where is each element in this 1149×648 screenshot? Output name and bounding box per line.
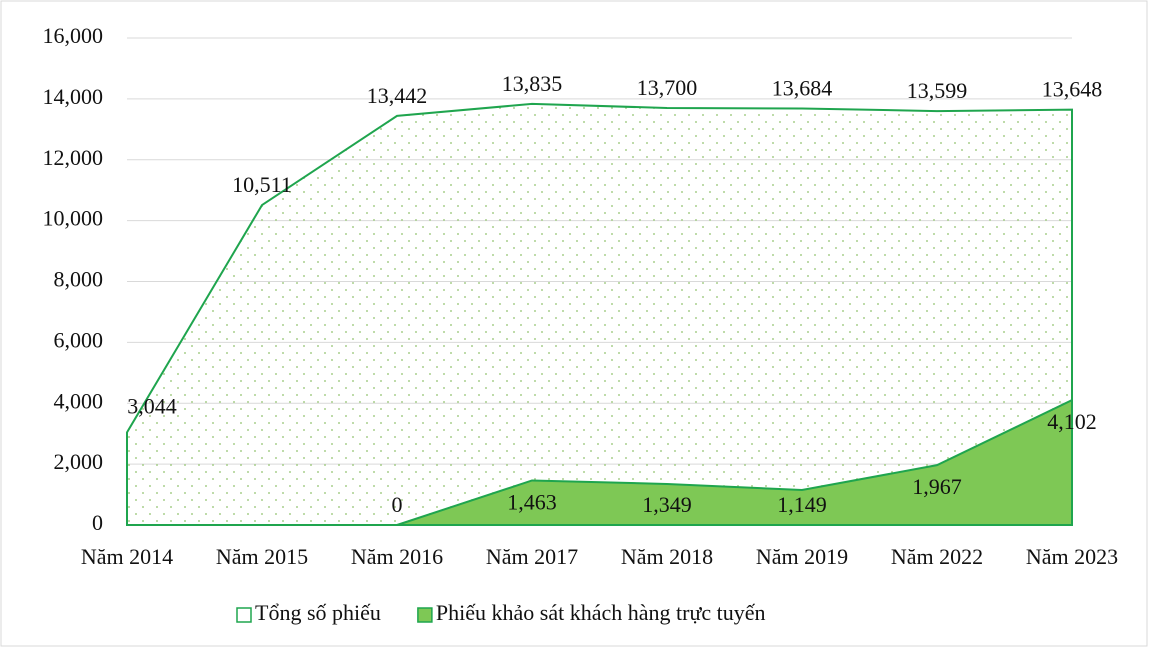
area bbox=[396, 398, 1073, 526]
legend-marker bbox=[417, 607, 433, 623]
data-label: 13,442 bbox=[367, 83, 428, 108]
data-label: 13,648 bbox=[1042, 77, 1103, 102]
y-tick-label: 10,000 bbox=[43, 206, 104, 231]
x-tick-label: Năm 2022 bbox=[891, 544, 983, 569]
x-tick-label: Năm 2018 bbox=[621, 544, 713, 569]
y-tick-label: 0 bbox=[92, 510, 103, 535]
x-tick-label: Năm 2019 bbox=[756, 544, 848, 569]
data-label: 13,700 bbox=[637, 75, 698, 100]
y-tick-label: 4,000 bbox=[54, 388, 104, 413]
x-tick-label: Năm 2016 bbox=[351, 544, 443, 569]
data-label: 4,102 bbox=[1047, 409, 1097, 434]
y-tick-label: 6,000 bbox=[54, 327, 104, 352]
data-label: 1,149 bbox=[777, 492, 827, 517]
x-tick-label: Năm 2014 bbox=[81, 544, 173, 569]
legend-label: Phiếu khảo sát khách hàng trực tuyến bbox=[436, 600, 766, 625]
x-tick-label: Năm 2015 bbox=[216, 544, 308, 569]
data-label: 1,463 bbox=[507, 490, 557, 515]
data-label: 10,511 bbox=[232, 172, 292, 197]
x-tick-label: Năm 2017 bbox=[486, 544, 578, 569]
y-tick-label: 8,000 bbox=[54, 267, 104, 292]
data-label: 1,349 bbox=[642, 492, 692, 517]
y-tick-label: 14,000 bbox=[43, 84, 104, 109]
y-tick-label: 12,000 bbox=[43, 145, 104, 170]
area bbox=[126, 102, 1073, 526]
data-label: 13,835 bbox=[502, 71, 563, 96]
y-tick-label: 2,000 bbox=[54, 449, 104, 474]
x-tick-label: Năm 2023 bbox=[1026, 544, 1118, 569]
data-label: 3,044 bbox=[127, 393, 177, 418]
legend-label: Tổng số phiếu bbox=[255, 600, 381, 625]
y-tick-label: 16,000 bbox=[43, 23, 104, 48]
legend-marker bbox=[236, 607, 252, 623]
data-label: 1,967 bbox=[912, 474, 962, 499]
data-label: 13,599 bbox=[907, 78, 968, 103]
data-label: 13,684 bbox=[772, 76, 833, 101]
data-label: 0 bbox=[392, 492, 403, 517]
